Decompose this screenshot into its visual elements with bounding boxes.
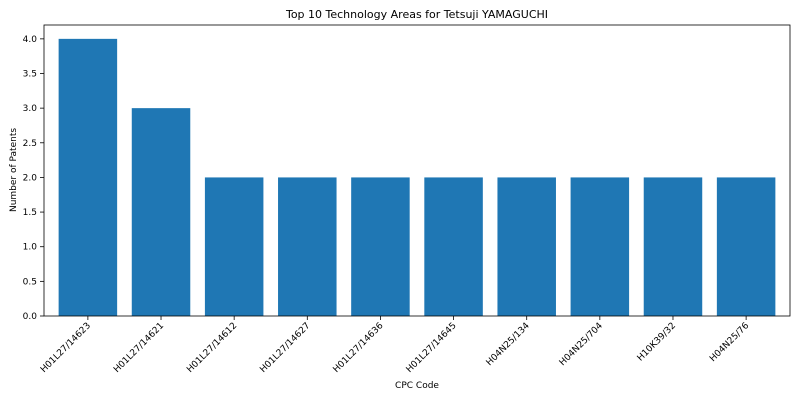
bar-H01L27/14636	[351, 177, 410, 316]
bar-H01L27/14623	[59, 39, 118, 316]
x-tick-label: H10K39/32	[636, 321, 678, 363]
bar-H01L27/14627	[278, 177, 337, 316]
y-tick-label: 3.0	[23, 104, 38, 114]
x-axis-title: CPC Code	[395, 381, 439, 391]
x-tick-label: H01L27/14636	[332, 321, 386, 375]
bar-H04N25/76	[717, 177, 776, 316]
x-tick-label: H01L27/14621	[112, 321, 166, 375]
y-axis-ticks: 0.0 0.5 1.0 1.5 2.0 2.5 3.0 3.5 4.0	[23, 35, 44, 322]
y-tick-label: 1.0	[23, 243, 38, 253]
bar-H04N25/704	[571, 177, 630, 316]
bar-H04N25/134	[497, 177, 556, 316]
y-tick-label: 2.0	[23, 173, 38, 183]
x-tick-label: H04N25/704	[558, 321, 605, 368]
y-tick-label: 4.0	[23, 35, 38, 45]
y-tick-label: 0.0	[23, 312, 38, 322]
y-tick-label: 1.5	[23, 208, 37, 218]
bar-H01L27/14612	[205, 177, 264, 316]
x-axis-ticks: H01L27/14623 H01L27/14621 H01L27/14612 H01L…	[39, 316, 751, 375]
y-tick-label: 3.5	[23, 70, 37, 80]
x-tick-label: H01L27/14645	[405, 321, 459, 375]
bar-H01L27/14621	[132, 108, 191, 316]
y-tick-label: 2.5	[23, 139, 37, 149]
chart-title: Top 10 Technology Areas for Tetsuji YAMA…	[285, 8, 548, 21]
y-tick-label: 0.5	[23, 277, 37, 287]
x-tick-label: H01L27/14623	[39, 321, 93, 375]
bar-H01L27/14645	[424, 177, 483, 316]
x-tick-label: H01L27/14612	[185, 321, 239, 375]
bar-H10K39/32	[644, 177, 703, 316]
bars-group	[59, 39, 776, 316]
x-tick-label: H01L27/14627	[258, 321, 312, 375]
y-axis-title: Number of Patents	[9, 128, 19, 212]
x-tick-label: H04N25/134	[485, 321, 532, 368]
x-tick-label: H04N25/76	[708, 321, 751, 364]
